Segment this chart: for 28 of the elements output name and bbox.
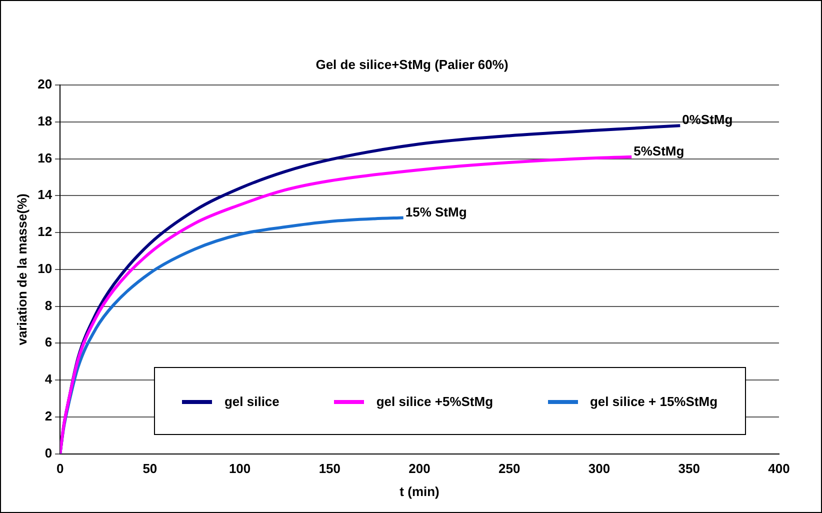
legend-label: gel silice +5%StMg bbox=[375, 394, 494, 408]
legend-label: gel silice bbox=[223, 394, 280, 408]
y-tick-label: 20 bbox=[38, 76, 52, 92]
x-tick-label: 100 bbox=[228, 461, 251, 476]
y-tick-label: 0 bbox=[44, 445, 52, 460]
y-tick-label: 12 bbox=[38, 224, 52, 240]
x-tick-label: 0 bbox=[56, 461, 64, 476]
x-tick-label: 350 bbox=[678, 461, 700, 476]
y-tick-label: 16 bbox=[38, 150, 52, 166]
y-tick-label: 8 bbox=[44, 298, 52, 313]
y-tick-label: 2 bbox=[44, 408, 52, 424]
y-tick-label: 18 bbox=[38, 113, 52, 128]
y-tick-label: 14 bbox=[38, 187, 53, 202]
x-tick-label: 250 bbox=[498, 461, 520, 476]
annotation: 15% StMg bbox=[405, 204, 467, 220]
y-tick-label: 10 bbox=[38, 260, 52, 276]
annotation: 5%StMg bbox=[634, 143, 684, 158]
x-tick-label: 50 bbox=[142, 461, 158, 476]
y-tick-label: 6 bbox=[44, 334, 52, 350]
legend-label: gel silice + 15%StMg bbox=[588, 394, 718, 408]
x-axis-title: t (min) bbox=[400, 484, 440, 499]
x-tick-label: 300 bbox=[588, 461, 610, 476]
x-tick-label: 150 bbox=[318, 461, 341, 476]
y-axis-title: variation de la masse(%) bbox=[14, 194, 30, 346]
x-tick-label: 400 bbox=[768, 461, 790, 476]
x-tick-label: 200 bbox=[408, 461, 430, 476]
y-tick-label: 4 bbox=[44, 372, 53, 387]
chart-title: Gel de silice+StMg (Palier 60%) bbox=[314, 57, 510, 72]
